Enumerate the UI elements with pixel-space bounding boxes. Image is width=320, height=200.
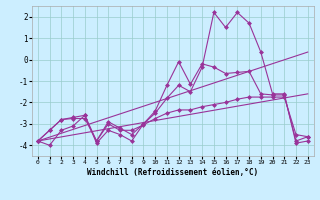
X-axis label: Windchill (Refroidissement éolien,°C): Windchill (Refroidissement éolien,°C): [87, 168, 258, 177]
